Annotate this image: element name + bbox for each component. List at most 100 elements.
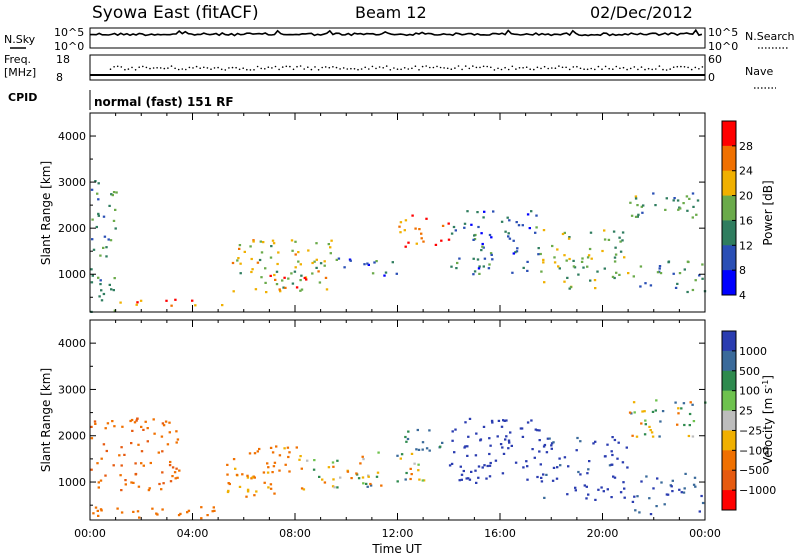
power-cell: [482, 216, 485, 219]
velocity-cell: [104, 427, 107, 430]
power-cell: [452, 225, 456, 229]
power-colorbar-segment: [722, 220, 736, 246]
velocity-cell: [587, 468, 590, 471]
nave-dot: [687, 66, 689, 69]
power-cell: [491, 258, 494, 261]
y-tick-label: 2000: [58, 222, 86, 235]
velocity-cell: [416, 428, 419, 432]
nsky-frame: [89, 27, 706, 49]
power-cell: [92, 248, 96, 251]
nave-dot: [522, 67, 524, 69]
power-colorbar-tick-label: 16: [739, 214, 753, 227]
nave-dot: [662, 68, 664, 71]
velocity-cell: [651, 410, 655, 413]
velocity-cell: [676, 423, 679, 426]
power-cell: [404, 245, 407, 248]
power-cell: [517, 224, 521, 227]
nave-dot: [515, 68, 517, 70]
power-cell: [514, 251, 517, 254]
power-cell: [297, 251, 300, 254]
power-cell: [515, 221, 518, 224]
power-cell: [254, 288, 258, 291]
power-cell: [504, 230, 507, 233]
power-cell: [136, 301, 139, 304]
power-colorbar: 28 24 20 16 12 8 4: [721, 120, 753, 302]
velocity-cell: [376, 471, 380, 474]
velocity-cell: [688, 412, 692, 416]
velocity-colorbar-segment: [722, 370, 736, 392]
power-cell: [508, 237, 512, 240]
velocity-cell: [369, 484, 373, 487]
power-cell: [119, 301, 122, 304]
nave-dot: [382, 67, 385, 69]
power-cell: [98, 295, 101, 298]
nave-dot: [185, 68, 187, 71]
power-cell: [686, 290, 689, 294]
power-cell: [676, 199, 680, 202]
power-cell: [102, 292, 106, 296]
power-cell: [603, 267, 606, 270]
power-cell: [420, 232, 423, 235]
power-cell: [272, 242, 276, 245]
velocity-cell: [462, 469, 465, 473]
nave-dot: [116, 65, 119, 68]
velocity-cell: [99, 479, 103, 482]
nave-dot: [594, 68, 596, 71]
velocity-cell: [631, 434, 634, 437]
nave-dot: [421, 65, 424, 68]
nave-dot: [680, 65, 682, 68]
velocity-cell: [483, 464, 486, 467]
velocity-cell: [494, 459, 498, 462]
velocity-cell: [140, 462, 143, 465]
velocity-cell: [97, 514, 100, 517]
velocity-cell: [410, 473, 413, 476]
velocity-cell: [144, 420, 147, 423]
power-cell: [337, 257, 341, 260]
power-cell: [528, 227, 531, 230]
velocity-cell: [505, 435, 508, 438]
velocity-cell: [120, 489, 123, 492]
power-cell: [100, 299, 104, 302]
power-cell: [515, 250, 519, 253]
power-cell: [407, 241, 410, 244]
velocity-cell: [175, 430, 178, 433]
power-cell: [454, 229, 457, 232]
power-cell: [96, 192, 99, 195]
nave-dots: [109, 65, 704, 71]
velocity-cell: [458, 479, 461, 482]
velocity-cell: [248, 452, 252, 455]
velocity-cell: [660, 481, 663, 484]
power-cell: [279, 290, 282, 293]
velocity-cell: [321, 478, 324, 481]
power-cell: [456, 261, 459, 265]
velocity-cell: [100, 457, 103, 460]
velocity-cell: [466, 445, 469, 448]
velocity-colorbar-tick-label: 100: [739, 385, 760, 398]
power-cell: [659, 272, 663, 275]
velocity-cell: [689, 401, 692, 404]
velocity-cell: [587, 493, 590, 496]
velocity-cell: [132, 481, 135, 484]
x-tick-labels: 00:00 04:00 08:00 12:00 16:00 20:00 00:00: [74, 527, 721, 540]
velocity-cell: [362, 482, 365, 485]
velocity-cell: [655, 505, 658, 508]
power-cell: [568, 287, 571, 290]
nave-dot: [224, 69, 227, 71]
power-cell: [99, 283, 102, 286]
velocity-cell: [633, 411, 636, 414]
power-cell: [294, 253, 297, 256]
power-colorbar-tick-label: 28: [739, 140, 753, 153]
nave-dot: [436, 65, 438, 68]
power-cell: [695, 213, 698, 216]
nave-dot: [170, 65, 173, 67]
velocity-cell: [176, 438, 180, 441]
velocity-cell: [357, 477, 361, 480]
velocity-cell: [246, 476, 250, 479]
power-cell: [619, 250, 623, 253]
velocity-cell: [468, 478, 472, 481]
velocity-cell: [142, 464, 145, 467]
nave-tick-top: 60: [708, 53, 722, 66]
nave-dot: [350, 67, 352, 70]
velocity-cell: [650, 431, 654, 434]
nave-dot: [429, 66, 431, 69]
